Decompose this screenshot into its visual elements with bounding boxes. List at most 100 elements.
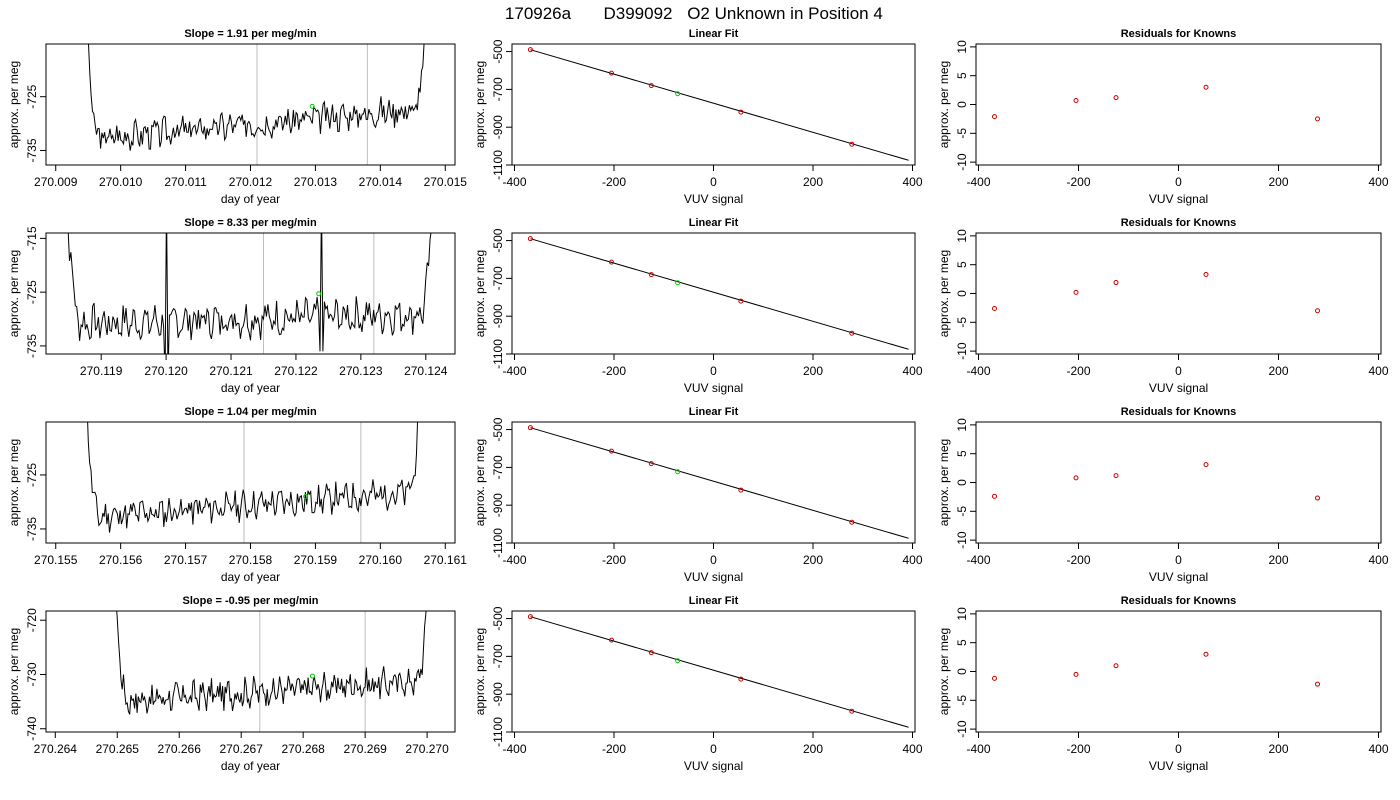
- x-tick-label: 200: [1268, 553, 1288, 567]
- known-standard-point: [992, 675, 997, 681]
- signal-trace: [116, 611, 427, 715]
- plot-area: [87, 422, 419, 543]
- plot-frame: [511, 232, 916, 355]
- known-standard-point: [609, 637, 615, 643]
- fit-panel-row1: Linear Fit -400 -200 0 200 400 -500 -700 -900 -11…: [473, 28, 923, 206]
- position-title: O2 Unknown in Position 4: [687, 4, 883, 23]
- y-tick-label: -715: [25, 226, 39, 250]
- y-tick-label: -900: [491, 304, 505, 328]
- x-tick-label: -200: [1066, 175, 1090, 189]
- y-tick-label: -900: [491, 115, 505, 139]
- known-standard-point: [1073, 671, 1079, 677]
- known-standard-point: [1203, 462, 1209, 468]
- panel-title: Residuals for Knowns: [1121, 217, 1237, 229]
- slope-panel-row1: Slope = 1.91 per meg/min 270.009 270.010 27…: [7, 28, 468, 206]
- y-axis-label: approx. per meg: [937, 439, 951, 526]
- y-tick-label: -725: [25, 84, 39, 108]
- y-tick-label: -500: [491, 417, 505, 441]
- y-tick-label: 5: [955, 450, 969, 457]
- x-axis-label: VUV signal: [684, 381, 743, 395]
- y-tick-label: -1100: [491, 150, 505, 180]
- x-tick-label: -400: [966, 364, 990, 378]
- panel-title: Slope = 1.91 per meg/min: [184, 28, 317, 40]
- panel-title: Residuals for Knowns: [1121, 595, 1237, 607]
- fit-panel-row2: Linear Fit -400 -200 0 200 400 -500 -700 -900 -11…: [473, 217, 923, 395]
- x-tick-label: 400: [902, 742, 922, 756]
- plot-frame: [975, 610, 1382, 733]
- fit-panel-row4: Linear Fit -400 -200 0 200 400 -500 -700 -900 -11…: [473, 595, 923, 773]
- x-axis-label: day of year: [221, 570, 280, 584]
- x-tick-label: 400: [1368, 175, 1388, 189]
- known-standard-point: [1315, 116, 1320, 122]
- y-tick-label: -1100: [491, 528, 505, 558]
- x-tick-label: 270.158: [229, 553, 273, 567]
- known-standard-point: [527, 425, 533, 431]
- plot-frame: [511, 43, 916, 166]
- y-tick-label: -735: [25, 138, 39, 162]
- y-tick-label: -735: [25, 334, 39, 358]
- plot-frame: [511, 610, 916, 733]
- y-tick-label: -500: [491, 606, 505, 630]
- plot-frame: [45, 232, 456, 355]
- x-axis-label: VUV signal: [684, 192, 743, 206]
- y-tick-label: -500: [491, 228, 505, 252]
- y-tick-label: -10: [955, 531, 969, 549]
- x-tick-label: 270.120: [144, 364, 188, 378]
- x-tick-label: 270.156: [99, 553, 143, 567]
- fit-panel-row3: Linear Fit -400 -200 0 200 400 -500 -700 -900 -11…: [473, 406, 923, 584]
- x-tick-label: 0: [1175, 364, 1182, 378]
- x-tick-label: 0: [710, 364, 717, 378]
- plot-frame: [45, 421, 456, 544]
- x-tick-label: 270.157: [164, 553, 208, 567]
- known-standard-point: [1073, 97, 1079, 103]
- x-tick-label: 0: [1175, 175, 1182, 189]
- residuals-panel-row3: Residuals for Knowns -400 -200 0 200 400 -10 -5…: [937, 406, 1389, 584]
- plot-frame: [45, 43, 456, 166]
- plot-area: [992, 84, 1320, 122]
- known-standard-point: [527, 47, 533, 53]
- x-tick-label: 270.015: [424, 175, 468, 189]
- x-tick-label: 200: [803, 364, 823, 378]
- x-tick-label: -400: [502, 553, 526, 567]
- panels-group: Slope = 1.91 per meg/min 270.009 270.010 27…: [7, 28, 1389, 773]
- plot-frame: [511, 421, 916, 544]
- x-axis-label: VUV signal: [1149, 759, 1208, 773]
- plot-area: [992, 651, 1320, 687]
- unknown-marker: [309, 673, 315, 679]
- y-tick-label: -735: [25, 517, 39, 541]
- x-tick-label: 270.267: [220, 742, 264, 756]
- y-tick-label: -5: [955, 317, 969, 328]
- y-tick-label: -725: [25, 280, 39, 304]
- y-axis-label: approx. per meg: [473, 61, 487, 148]
- y-tick-label: -725: [25, 463, 39, 487]
- x-tick-label: 270.268: [281, 742, 325, 756]
- known-standard-point: [992, 493, 997, 499]
- plot-frame: [975, 232, 1382, 355]
- x-tick-label: 270.012: [229, 175, 273, 189]
- known-standard-point: [648, 461, 654, 467]
- plot-area: [992, 462, 1320, 501]
- panel-title: Slope = -0.95 per meg/min: [182, 595, 318, 607]
- y-tick-label: 0: [955, 101, 969, 108]
- known-standard-point: [992, 114, 997, 120]
- x-tick-label: 400: [1368, 364, 1388, 378]
- x-tick-label: -400: [966, 553, 990, 567]
- panel-title: Residuals for Knowns: [1121, 406, 1237, 418]
- x-tick-label: 200: [1268, 742, 1288, 756]
- y-axis-label: approx. per meg: [937, 628, 951, 715]
- known-standard-point: [849, 330, 855, 336]
- x-tick-label: 0: [1175, 553, 1182, 567]
- x-axis-label: VUV signal: [684, 570, 743, 584]
- x-tick-label: -200: [602, 175, 626, 189]
- y-tick-label: -10: [955, 720, 969, 738]
- known-standard-point: [1203, 651, 1209, 657]
- known-standard-point: [1113, 473, 1119, 479]
- x-tick-label: 0: [710, 742, 717, 756]
- x-tick-label: 270.013: [294, 175, 338, 189]
- x-tick-label: -200: [602, 553, 626, 567]
- plot-area: [88, 44, 425, 165]
- unknown-point: [675, 91, 681, 97]
- panel-title: Slope = 1.04 per meg/min: [184, 406, 317, 418]
- x-tick-label: -200: [602, 364, 626, 378]
- y-axis-label: approx. per meg: [7, 250, 21, 337]
